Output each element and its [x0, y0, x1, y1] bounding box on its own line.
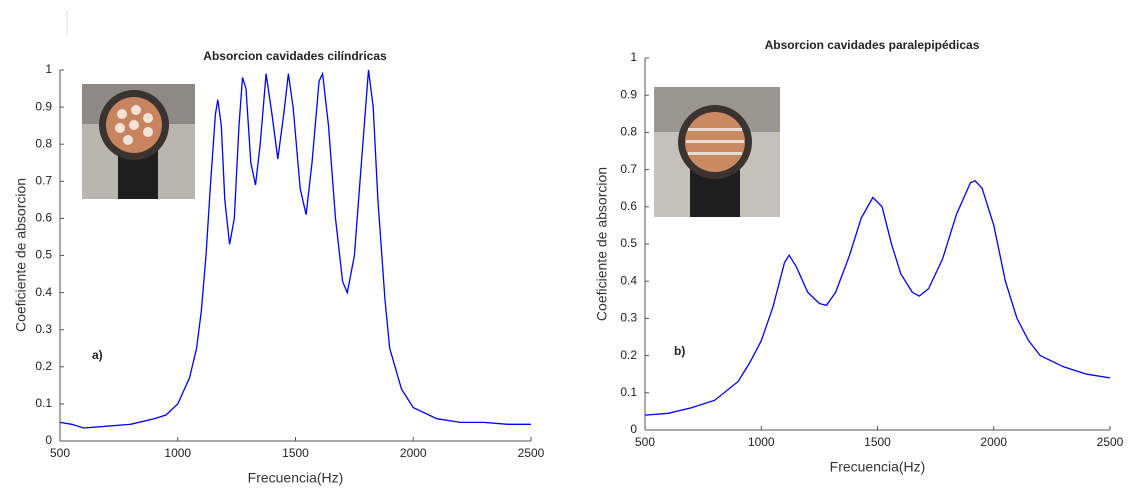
x-axis-label: Frecuencia(Hz) [248, 470, 344, 486]
y-tick-label: 0.5 [620, 236, 637, 250]
y-tick-label: 0.1 [35, 396, 52, 410]
y-axis-label: Coeficiente de absorcion [13, 178, 29, 332]
y-tick-label: 0.5 [35, 248, 52, 262]
y-tick-label: 1 [45, 62, 52, 76]
y-tick-label: 0.4 [620, 273, 637, 287]
x-tick-label: 1000 [164, 446, 191, 460]
x-tick-label: 2500 [518, 446, 545, 460]
x-tick-label: 500 [635, 435, 655, 449]
y-tick-label: 0.8 [620, 125, 637, 139]
y-tick-label: 0.2 [35, 359, 52, 373]
annotation: a) [92, 348, 103, 362]
data-line [59, 69, 531, 429]
y-axis-label: Coeficiente de absorcion [594, 167, 610, 321]
y-tick-label: 0.2 [620, 348, 637, 362]
y-tick-label: 0.8 [35, 136, 52, 150]
annotation: b) [674, 344, 685, 358]
inset-photo [654, 87, 780, 217]
x-tick-label: 2000 [980, 435, 1007, 449]
x-tick-label: 2500 [1097, 435, 1124, 449]
y-tick-label: 0.7 [35, 173, 52, 187]
y-tick-label: 0.4 [35, 285, 52, 299]
y-tick-label: 0 [45, 433, 52, 447]
y-tick-label: 0.9 [620, 87, 637, 101]
y-tick-label: 0.7 [620, 162, 637, 176]
x-axis-label: Frecuencia(Hz) [830, 459, 926, 475]
y-tick-label: 0.1 [620, 385, 637, 399]
x-tick-label: 500 [50, 446, 70, 460]
x-tick-label: 1500 [864, 435, 891, 449]
y-tick-label: 0.3 [35, 322, 52, 336]
y-tick-label: 0.3 [620, 311, 637, 325]
x-tick-label: 2000 [400, 446, 427, 460]
y-tick-label: 1 [630, 50, 637, 64]
y-tick-label: 0.9 [35, 99, 52, 113]
chart-title: Absorcion cavidades cilíndricas [203, 49, 387, 63]
y-tick-label: 0 [630, 422, 637, 436]
inset-photo [82, 84, 195, 199]
chart-title: Absorcion cavidades paralepipédicas [765, 38, 980, 52]
y-tick-label: 0.6 [620, 199, 637, 213]
x-tick-label: 1500 [282, 446, 309, 460]
y-tick-label: 0.6 [35, 211, 52, 225]
data-line [644, 180, 1111, 416]
x-tick-label: 1000 [748, 435, 775, 449]
